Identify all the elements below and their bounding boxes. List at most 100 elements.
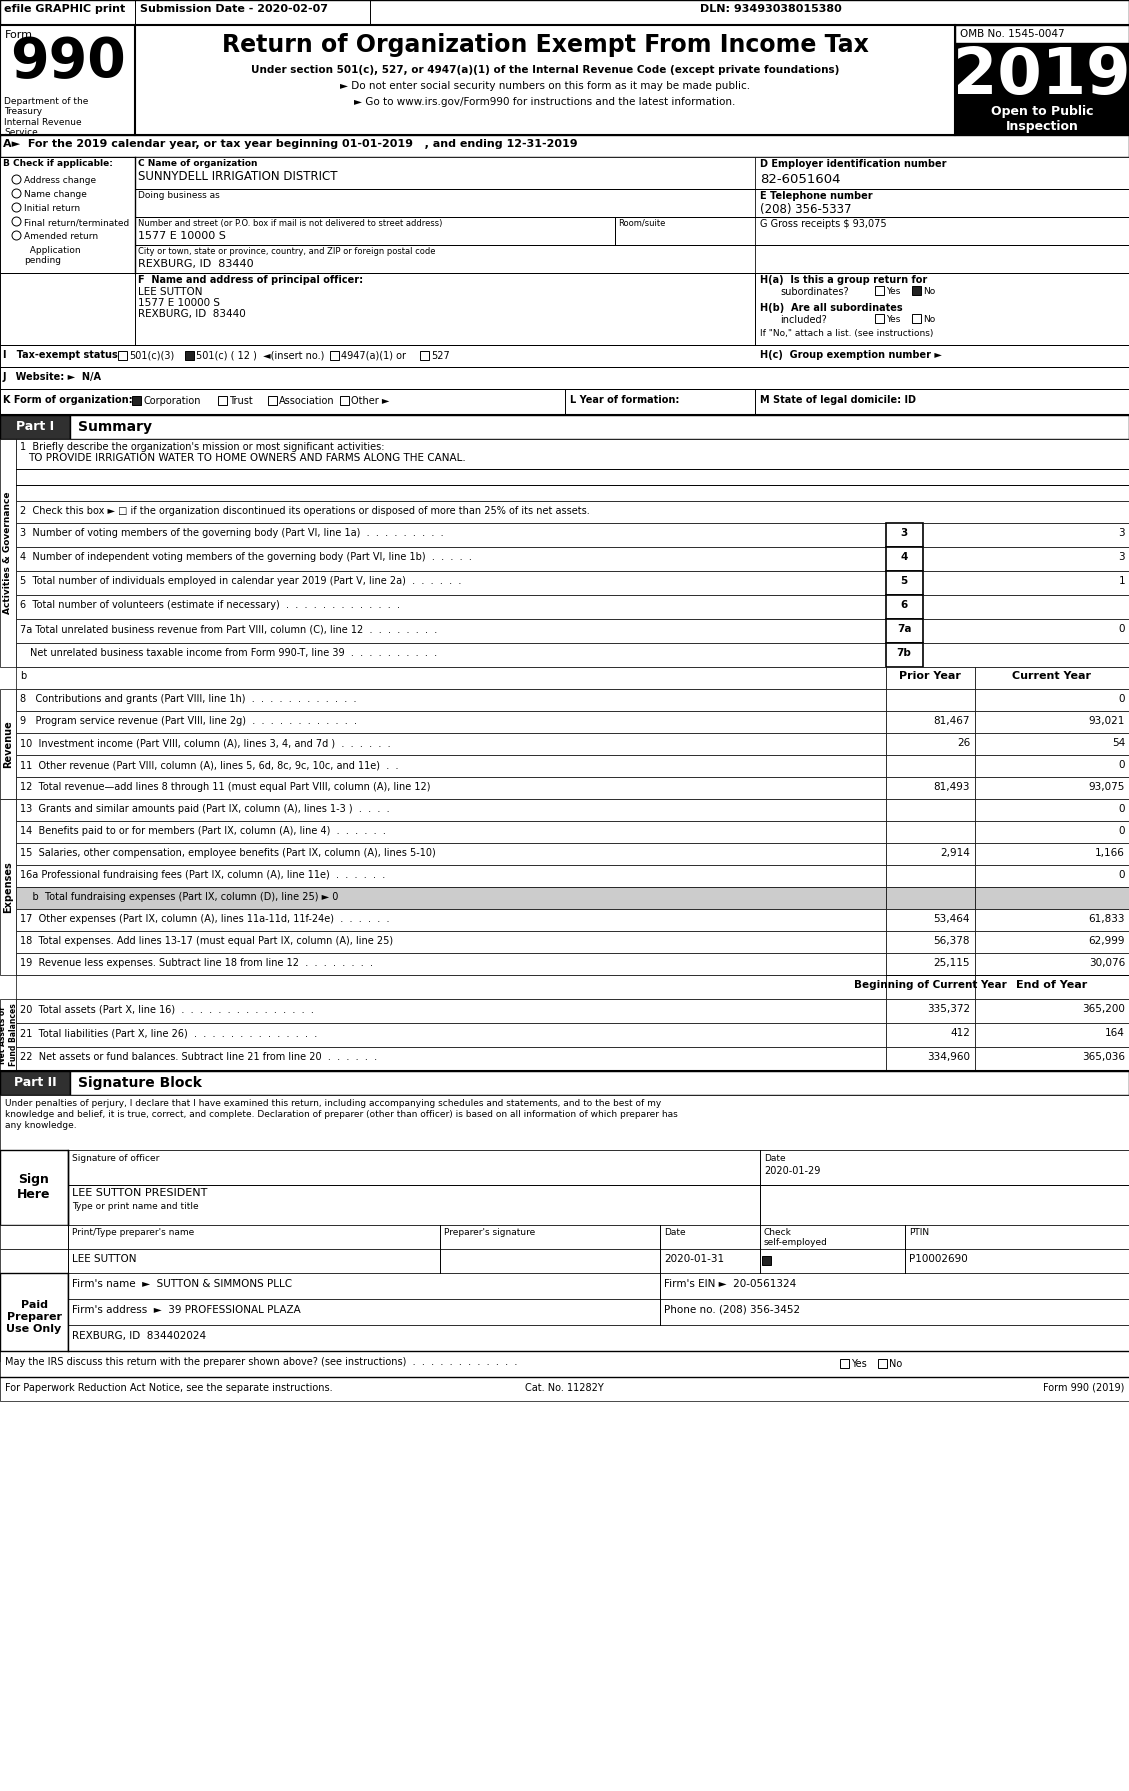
Bar	[0, 1377, 1129, 1401]
Bar	[975, 666, 1129, 690]
Text: Expenses: Expenses	[3, 861, 14, 913]
Text: 501(c)(3): 501(c)(3)	[129, 351, 174, 362]
Text: 6: 6	[900, 600, 908, 611]
Bar	[0, 799, 16, 974]
Text: Open to Public
Inspection: Open to Public Inspection	[991, 106, 1093, 133]
Text: 11  Other revenue (Part VIII, column (A), lines 5, 6d, 8c, 9c, 10c, and 11e)  . : 11 Other revenue (Part VIII, column (A),…	[20, 759, 399, 770]
Text: 412: 412	[951, 1028, 970, 1039]
Text: No: No	[889, 1359, 902, 1368]
Text: 61,833: 61,833	[1088, 913, 1124, 924]
Bar	[0, 389, 1129, 416]
Text: End of Year: End of Year	[1016, 980, 1087, 990]
Text: 0: 0	[1119, 870, 1124, 879]
Text: 0: 0	[1119, 826, 1124, 836]
Bar	[975, 756, 1129, 777]
Text: H(a)  Is this a group return for: H(a) Is this a group return for	[760, 276, 927, 285]
Text: 7a Total unrelated business revenue from Part VIII, column (C), line 12  .  .  .: 7a Total unrelated business revenue from…	[20, 623, 437, 634]
Text: 17  Other expenses (Part IX, column (A), lines 11a-11d, 11f-24e)  .  .  .  .  . : 17 Other expenses (Part IX, column (A), …	[20, 913, 390, 924]
Bar	[16, 974, 886, 999]
Bar	[924, 546, 1129, 571]
Text: Yes: Yes	[851, 1359, 867, 1368]
Text: F  Name and address of principal officer:: F Name and address of principal officer:	[138, 276, 364, 285]
Text: 25,115: 25,115	[934, 958, 970, 967]
Text: ► Go to www.irs.gov/Form990 for instructions and the latest information.: ► Go to www.irs.gov/Form990 for instruct…	[355, 97, 736, 107]
Text: Beginning of Current Year: Beginning of Current Year	[854, 980, 1006, 990]
Bar	[0, 0, 1129, 25]
Bar	[0, 690, 16, 799]
Text: 365,200: 365,200	[1082, 1005, 1124, 1014]
Text: included?: included?	[780, 315, 826, 324]
Text: 81,493: 81,493	[934, 783, 970, 792]
Bar	[70, 416, 1129, 439]
Text: 1,166: 1,166	[1095, 847, 1124, 858]
Text: 0: 0	[1119, 693, 1124, 704]
Bar	[886, 711, 975, 733]
Text: 527: 527	[431, 351, 449, 362]
Bar	[0, 1248, 1129, 1273]
Text: K Form of organization:: K Form of organization:	[3, 396, 132, 405]
Text: No: No	[924, 287, 935, 296]
Bar	[16, 844, 886, 865]
Text: I   Tax-exempt status:: I Tax-exempt status:	[3, 349, 122, 360]
Bar	[16, 666, 886, 690]
Text: 7a: 7a	[896, 623, 911, 634]
Bar	[16, 643, 886, 666]
Bar	[886, 974, 975, 999]
Text: 93,021: 93,021	[1088, 716, 1124, 725]
Text: Revenue: Revenue	[3, 720, 14, 768]
Text: Other ►: Other ►	[351, 396, 390, 407]
Text: Signature Block: Signature Block	[78, 1076, 202, 1091]
Bar	[0, 416, 70, 439]
Text: 9   Program service revenue (Part VIII, line 2g)  .  .  .  .  .  .  .  .  .  .  : 9 Program service revenue (Part VIII, li…	[20, 716, 357, 725]
Bar	[975, 999, 1129, 1023]
Bar	[886, 620, 924, 643]
Text: 3  Number of voting members of the governing body (Part VI, line 1a)  .  .  .  .: 3 Number of voting members of the govern…	[20, 528, 444, 537]
Text: Application: Application	[24, 245, 80, 254]
Bar	[16, 887, 886, 910]
Bar	[0, 346, 1129, 367]
Bar	[16, 865, 886, 887]
Bar	[16, 546, 886, 571]
Bar	[924, 523, 1129, 546]
Bar	[886, 666, 975, 690]
Text: 4  Number of independent voting members of the governing body (Part VI, line 1b): 4 Number of independent voting members o…	[20, 552, 472, 562]
Text: Final return/terminated: Final return/terminated	[24, 219, 129, 227]
Bar	[68, 1325, 1129, 1350]
Text: Summary: Summary	[78, 421, 152, 433]
Text: efile GRAPHIC print: efile GRAPHIC print	[5, 4, 125, 14]
Text: Under section 501(c), 527, or 4947(a)(1) of the Internal Revenue Code (except pr: Under section 501(c), 527, or 4947(a)(1)…	[251, 64, 839, 75]
Bar	[0, 1071, 70, 1094]
Bar	[975, 820, 1129, 844]
Bar	[975, 1023, 1129, 1048]
Bar	[185, 351, 194, 360]
Text: G Gross receipts $ 93,075: G Gross receipts $ 93,075	[760, 219, 886, 229]
Text: 18  Total expenses. Add lines 13-17 (must equal Part IX, column (A), line 25): 18 Total expenses. Add lines 13-17 (must…	[20, 937, 393, 946]
Text: 8   Contributions and grants (Part VIII, line 1h)  .  .  .  .  .  .  .  .  .  . : 8 Contributions and grants (Part VIII, l…	[20, 693, 357, 704]
Bar	[16, 439, 1129, 501]
Text: pending: pending	[24, 256, 61, 265]
Bar	[975, 777, 1129, 799]
Text: 990: 990	[10, 36, 125, 90]
Text: For Paperwork Reduction Act Notice, see the separate instructions.: For Paperwork Reduction Act Notice, see …	[5, 1383, 333, 1393]
Text: 16a Professional fundraising fees (Part IX, column (A), line 11e)  .  .  .  .  .: 16a Professional fundraising fees (Part …	[20, 870, 385, 879]
Text: 365,036: 365,036	[1082, 1051, 1124, 1062]
Bar	[886, 690, 975, 711]
Text: REXBURG, ID  83440: REXBURG, ID 83440	[138, 310, 246, 319]
Bar	[886, 523, 924, 546]
Text: Sign
Here: Sign Here	[17, 1173, 51, 1202]
Bar	[16, 571, 886, 595]
Bar	[975, 931, 1129, 953]
Bar	[886, 999, 975, 1023]
Text: 0: 0	[1119, 759, 1124, 770]
Bar	[975, 887, 1129, 910]
Text: P10002690: P10002690	[909, 1254, 968, 1264]
Text: Initial return: Initial return	[24, 204, 80, 213]
Text: 1: 1	[1119, 577, 1124, 586]
Text: 10  Investment income (Part VIII, column (A), lines 3, 4, and 7d )  .  .  .  .  : 10 Investment income (Part VIII, column …	[20, 738, 391, 749]
Text: Firm's name  ►  SUTTON & SIMMONS PLLC: Firm's name ► SUTTON & SIMMONS PLLC	[72, 1279, 292, 1290]
Bar	[16, 756, 886, 777]
Bar	[924, 571, 1129, 595]
Bar	[0, 158, 135, 272]
Text: 30,076: 30,076	[1088, 958, 1124, 967]
Text: 3: 3	[1119, 552, 1124, 562]
